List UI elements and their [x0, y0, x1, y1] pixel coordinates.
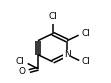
Text: Cl: Cl	[82, 57, 91, 66]
Text: N: N	[64, 50, 71, 59]
Text: O: O	[19, 67, 26, 76]
Text: Cl: Cl	[15, 57, 24, 66]
Text: Cl: Cl	[82, 29, 91, 38]
Text: Cl: Cl	[48, 12, 57, 21]
